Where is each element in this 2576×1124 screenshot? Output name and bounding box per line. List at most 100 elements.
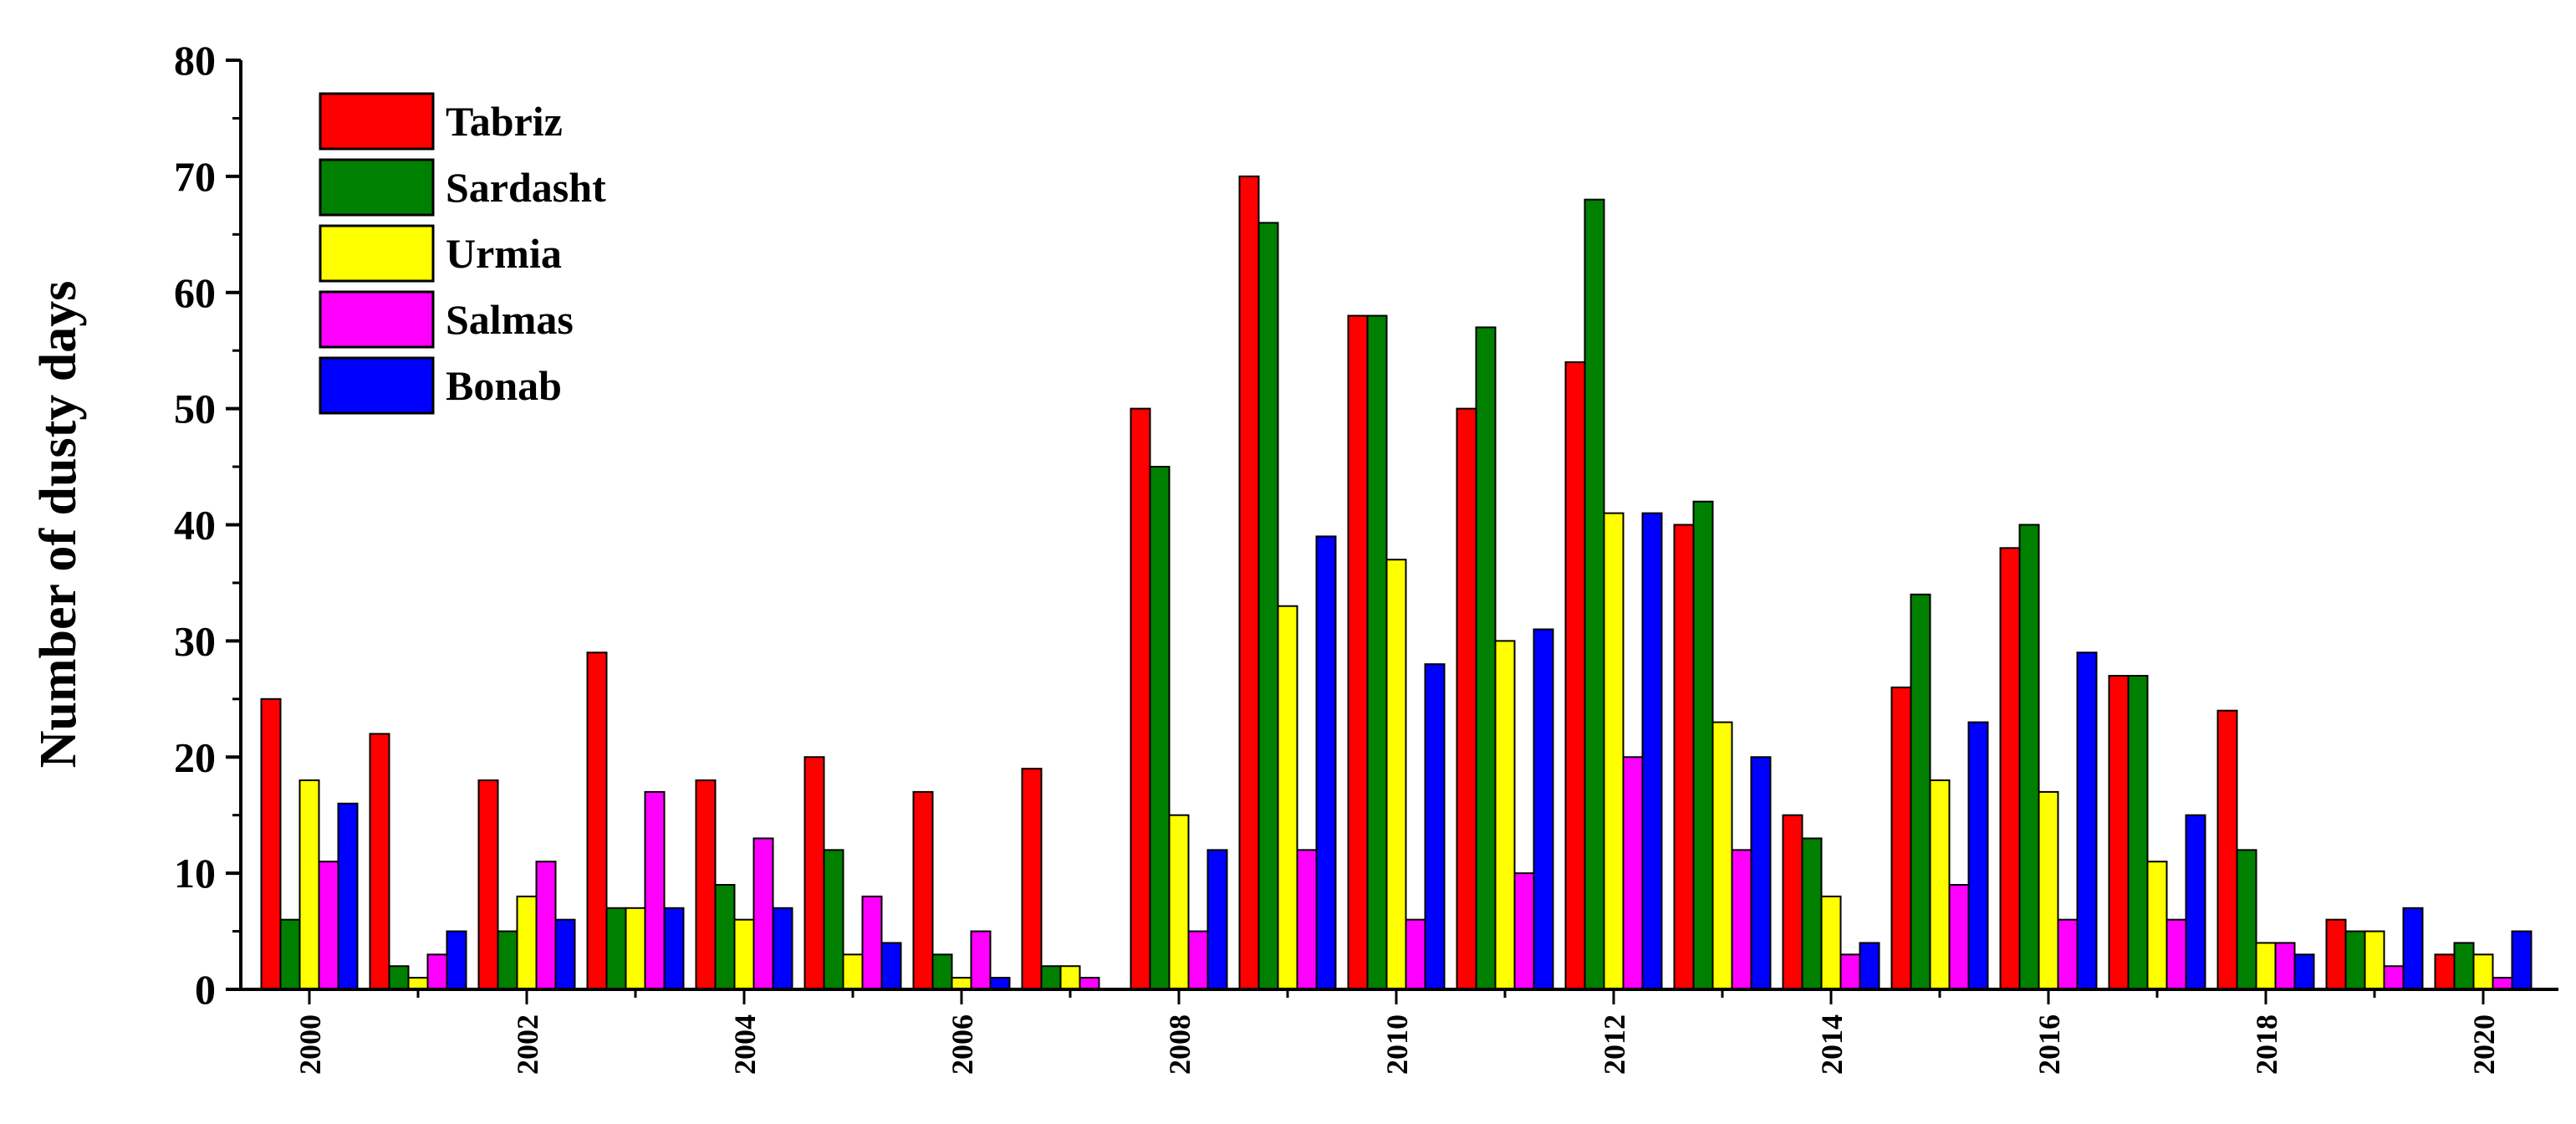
- y-tick-label-0: 0: [195, 966, 216, 1013]
- bar-bonab-2013: [1750, 756, 1772, 990]
- bar-salmas-2009: [1296, 849, 1318, 990]
- bar-bonab-2017: [2185, 814, 2206, 990]
- bar-salmas-2015: [1948, 884, 1970, 990]
- bar-salmas-2018: [2274, 942, 2296, 990]
- bar-bonab-2003: [663, 907, 685, 990]
- bar-urmia-2006: [951, 977, 972, 991]
- bar-bonab-2018: [2293, 953, 2315, 991]
- bar-sardasht-2017: [2127, 675, 2149, 990]
- bar-tabriz-2007: [1021, 768, 1043, 990]
- bar-salmas-2014: [1839, 953, 1861, 991]
- y-tick-label-40: 40: [174, 502, 216, 549]
- bar-salmas-2001: [426, 953, 448, 991]
- bar-sardasht-2011: [1475, 326, 1497, 991]
- bar-bonab-2001: [446, 930, 467, 990]
- legend-swatch-tabriz: [319, 92, 435, 151]
- bar-salmas-2000: [318, 861, 339, 991]
- y-tick-label-50: 50: [174, 386, 216, 432]
- legend-swatch-salmas: [319, 290, 435, 349]
- y-tick-label-20: 20: [174, 733, 216, 780]
- y-tick-label-60: 60: [174, 269, 216, 316]
- bar-sardasht-2004: [714, 884, 736, 990]
- bar-salmas-2011: [1513, 872, 1535, 990]
- x-tick-label-2000: 2000: [293, 1014, 327, 1075]
- bar-salmas-2003: [644, 790, 666, 990]
- bar-tabriz-2014: [1782, 814, 1803, 990]
- bar-urmia-2004: [733, 918, 755, 991]
- bar-salmas-2010: [1405, 918, 1426, 991]
- bar-urmia-2017: [2146, 861, 2168, 991]
- legend-label-sardasht: Sardasht: [446, 164, 606, 211]
- bar-sardasht-2014: [1801, 837, 1823, 991]
- bar-sardasht-2016: [2018, 524, 2040, 990]
- legend-swatch-bonab: [319, 356, 435, 415]
- bar-tabriz-2006: [912, 790, 934, 990]
- bar-salmas-2019: [2383, 965, 2405, 990]
- bar-salmas-2007: [1079, 977, 1100, 991]
- x-tick-label-2014: 2014: [1815, 1014, 1849, 1075]
- y-tick-label-30: 30: [174, 617, 216, 664]
- bar-sardasht-2010: [1366, 314, 1388, 990]
- bar-bonab-2002: [554, 918, 576, 991]
- y-tick-label-10: 10: [174, 850, 216, 897]
- bar-bonab-2020: [2511, 930, 2533, 990]
- bar-sardasht-2012: [1584, 198, 1605, 990]
- bar-urmia-2016: [2038, 790, 2059, 990]
- bar-tabriz-2005: [803, 756, 825, 990]
- bar-urmia-2002: [516, 895, 538, 991]
- bar-tabriz-2003: [586, 651, 608, 990]
- bar-tabriz-2008: [1130, 407, 1151, 990]
- bar-urmia-2010: [1385, 559, 1407, 990]
- y-axis-label: Number of dusty days: [30, 281, 87, 769]
- bar-bonab-2009: [1315, 535, 1337, 990]
- bar-urmia-2015: [1929, 779, 1951, 991]
- bar-urmia-2019: [2364, 930, 2385, 990]
- bar-bonab-2016: [2076, 651, 2098, 990]
- bar-tabriz-2019: [2325, 918, 2347, 991]
- bar-tabriz-2004: [695, 779, 717, 991]
- bar-tabriz-2012: [1564, 361, 1586, 990]
- legend-label-urmia: Urmia: [446, 230, 562, 277]
- bar-tabriz-2016: [1999, 547, 2021, 990]
- bar-salmas-2002: [535, 861, 557, 991]
- bar-urmia-2018: [2255, 942, 2277, 990]
- bar-sardasht-2007: [1040, 965, 1062, 990]
- bar-sardasht-2003: [605, 907, 627, 990]
- legend-label-tabriz: Tabriz: [446, 98, 563, 145]
- bar-tabriz-2000: [260, 697, 282, 990]
- bar-sardasht-2020: [2453, 942, 2475, 990]
- bar-sardasht-2018: [2236, 849, 2257, 990]
- bar-sardasht-2002: [497, 930, 518, 990]
- bar-urmia-2014: [1820, 895, 1842, 991]
- x-tick-label-2002: 2002: [511, 1014, 544, 1075]
- legend-label-bonab: Bonab: [446, 362, 562, 409]
- bar-urmia-2003: [625, 907, 646, 990]
- legend-swatch-sardasht: [319, 158, 435, 217]
- legend: Tabriz Sardasht Urmia Salmas Bonab: [319, 92, 606, 415]
- bar-urmia-2009: [1277, 605, 1298, 991]
- bar-sardasht-2000: [279, 918, 301, 991]
- bar-bonab-2019: [2402, 907, 2424, 990]
- x-tick-label-2010: 2010: [1380, 1014, 1414, 1075]
- bar-urmia-2008: [1168, 814, 1190, 990]
- bar-bonab-2015: [1967, 721, 1989, 991]
- bar-sardasht-2009: [1257, 222, 1279, 990]
- bar-urmia-2011: [1494, 640, 1516, 990]
- bar-salmas-2013: [1731, 849, 1752, 990]
- bar-tabriz-2015: [1890, 686, 1912, 990]
- bar-bonab-2010: [1424, 663, 1446, 991]
- bar-sardasht-2013: [1692, 500, 1714, 990]
- bar-sardasht-2008: [1149, 466, 1171, 990]
- axes-group: 0 10 20 30 40 50 60 70 80 2000 2002 2004 2006 2008 201…: [174, 37, 2558, 1075]
- legend-swatch-urmia: [319, 224, 435, 283]
- legend-label-salmas: Salmas: [446, 296, 574, 343]
- bar-sardasht-2019: [2344, 930, 2366, 990]
- bar-salmas-2020: [2492, 977, 2513, 991]
- bar-salmas-2004: [752, 837, 774, 991]
- bar-bonab-2004: [772, 907, 793, 990]
- bar-tabriz-2001: [369, 733, 390, 990]
- bar-bonab-2008: [1206, 849, 1228, 990]
- bar-tabriz-2009: [1238, 175, 1260, 990]
- bar-tabriz-2020: [2434, 953, 2456, 991]
